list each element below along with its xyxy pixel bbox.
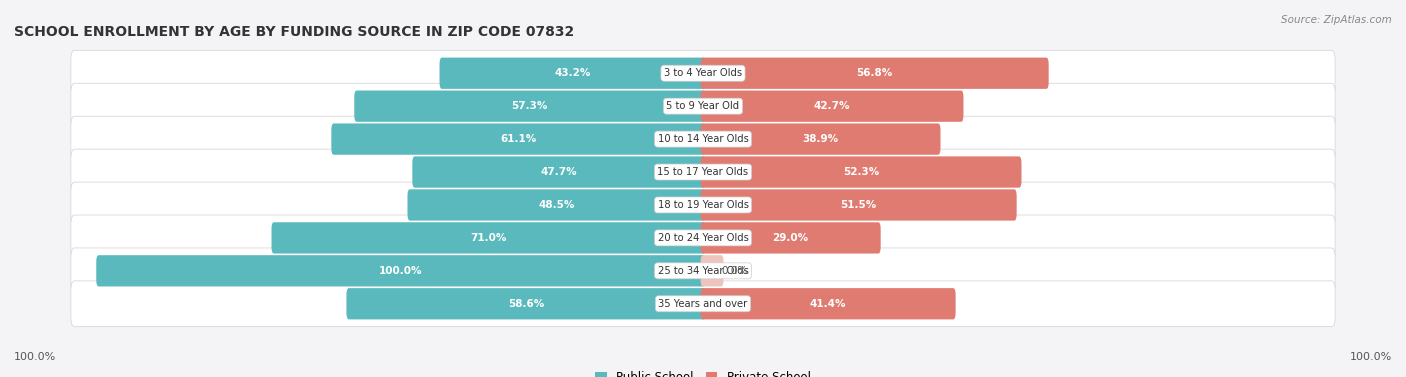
FancyBboxPatch shape [70, 182, 1336, 228]
FancyBboxPatch shape [700, 90, 963, 122]
Text: Source: ZipAtlas.com: Source: ZipAtlas.com [1281, 15, 1392, 25]
Text: 25 to 34 Year Olds: 25 to 34 Year Olds [658, 266, 748, 276]
Text: 3 to 4 Year Olds: 3 to 4 Year Olds [664, 68, 742, 78]
FancyBboxPatch shape [70, 215, 1336, 261]
Text: 52.3%: 52.3% [844, 167, 879, 177]
FancyBboxPatch shape [70, 83, 1336, 129]
Text: 29.0%: 29.0% [772, 233, 808, 243]
FancyBboxPatch shape [271, 222, 706, 254]
Text: 100.0%: 100.0% [1350, 352, 1392, 362]
Text: 51.5%: 51.5% [841, 200, 877, 210]
Text: 58.6%: 58.6% [508, 299, 544, 309]
FancyBboxPatch shape [332, 123, 706, 155]
Text: 41.4%: 41.4% [810, 299, 846, 309]
Text: 61.1%: 61.1% [501, 134, 537, 144]
FancyBboxPatch shape [408, 189, 706, 221]
Text: 71.0%: 71.0% [470, 233, 506, 243]
FancyBboxPatch shape [70, 149, 1336, 195]
Text: 100.0%: 100.0% [380, 266, 423, 276]
FancyBboxPatch shape [70, 116, 1336, 162]
Text: 48.5%: 48.5% [538, 200, 575, 210]
Text: 20 to 24 Year Olds: 20 to 24 Year Olds [658, 233, 748, 243]
Text: 35 Years and over: 35 Years and over [658, 299, 748, 309]
Text: 15 to 17 Year Olds: 15 to 17 Year Olds [658, 167, 748, 177]
FancyBboxPatch shape [412, 156, 706, 188]
FancyBboxPatch shape [96, 255, 706, 287]
Text: 42.7%: 42.7% [814, 101, 851, 111]
Legend: Public School, Private School: Public School, Private School [591, 366, 815, 377]
Text: 100.0%: 100.0% [14, 352, 56, 362]
Text: 0.0%: 0.0% [721, 266, 748, 276]
Text: SCHOOL ENROLLMENT BY AGE BY FUNDING SOURCE IN ZIP CODE 07832: SCHOOL ENROLLMENT BY AGE BY FUNDING SOUR… [14, 25, 574, 39]
Text: 10 to 14 Year Olds: 10 to 14 Year Olds [658, 134, 748, 144]
FancyBboxPatch shape [700, 123, 941, 155]
FancyBboxPatch shape [70, 248, 1336, 294]
FancyBboxPatch shape [354, 90, 706, 122]
Text: 18 to 19 Year Olds: 18 to 19 Year Olds [658, 200, 748, 210]
Text: 43.2%: 43.2% [554, 68, 591, 78]
FancyBboxPatch shape [70, 51, 1336, 96]
FancyBboxPatch shape [700, 222, 880, 254]
FancyBboxPatch shape [440, 58, 706, 89]
FancyBboxPatch shape [700, 288, 956, 319]
FancyBboxPatch shape [700, 189, 1017, 221]
Text: 5 to 9 Year Old: 5 to 9 Year Old [666, 101, 740, 111]
FancyBboxPatch shape [70, 281, 1336, 326]
Text: 38.9%: 38.9% [803, 134, 838, 144]
FancyBboxPatch shape [700, 255, 724, 287]
FancyBboxPatch shape [700, 58, 1049, 89]
Text: 47.7%: 47.7% [540, 167, 578, 177]
FancyBboxPatch shape [700, 156, 1022, 188]
Text: 57.3%: 57.3% [512, 101, 548, 111]
Text: 56.8%: 56.8% [856, 68, 893, 78]
FancyBboxPatch shape [346, 288, 706, 319]
